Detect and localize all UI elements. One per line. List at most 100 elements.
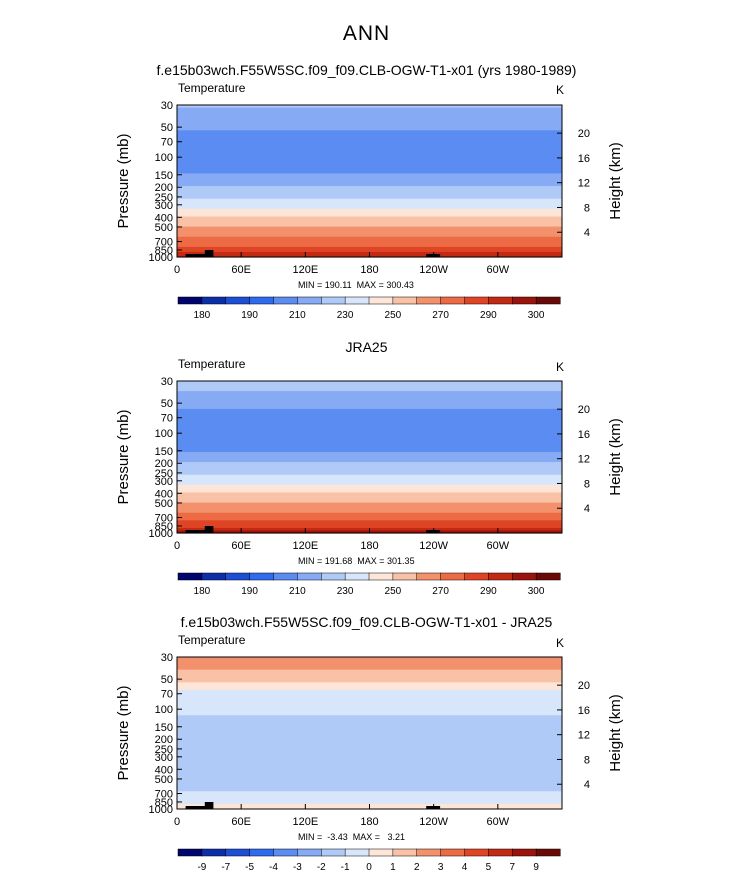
height-tick-label: 4: [584, 227, 590, 239]
pressure-tick-label: 200: [155, 182, 173, 194]
field-band: [177, 117, 562, 121]
field-band: [177, 454, 562, 458]
field-band: [177, 492, 562, 496]
height-tick-label: 20: [578, 404, 590, 416]
longitude-tick-label: 120W: [419, 816, 448, 828]
colorbar-label: -7: [221, 862, 230, 872]
field-band: [177, 206, 562, 210]
longitude-tick-label: 120W: [419, 264, 448, 276]
field-band: [177, 188, 562, 192]
height-axis-label: Height (km): [607, 694, 624, 772]
pressure-tick-label: 500: [155, 774, 173, 786]
field-band: [177, 783, 562, 787]
colorbar-box: [535, 848, 561, 857]
pressure-tick-label: 300: [155, 752, 173, 764]
colorbar-label: 270: [432, 586, 449, 597]
field-band: [177, 484, 562, 488]
field-band: [177, 695, 562, 699]
height-tick-label: 16: [578, 705, 590, 717]
field-band: [177, 482, 562, 486]
colorbar-box: [225, 848, 251, 857]
field-band: [177, 148, 562, 152]
field-band: [177, 459, 562, 463]
field-band: [177, 684, 562, 688]
field-band: [177, 743, 562, 747]
field-band: [177, 398, 562, 402]
height-tick-label: 8: [584, 754, 590, 766]
field-band: [177, 778, 562, 782]
panel-3-minmax: MIN = -3.43 MAX = 3.21: [298, 832, 406, 842]
field-band: [177, 740, 562, 744]
pressure-tick-label: 250: [155, 468, 173, 480]
field-band: [177, 196, 562, 200]
longitude-tick-label: 60E: [231, 816, 251, 828]
field-band: [177, 657, 562, 661]
field-band: [177, 702, 562, 706]
longitude-tick-label: 60E: [231, 540, 251, 552]
colorbar-label: 250: [385, 310, 402, 321]
pressure-tick-label: 700: [155, 789, 173, 801]
pressure-tick-label: 500: [155, 498, 173, 510]
pressure-axis-label: Pressure (mb): [115, 685, 132, 780]
colorbar-label: -4: [269, 862, 278, 872]
pressure-tick-label: 30: [161, 652, 173, 664]
colorbar-box: [177, 848, 203, 857]
field-band: [177, 140, 562, 144]
field-band: [177, 738, 562, 742]
field-band: [177, 403, 562, 407]
field-band: [177, 175, 562, 180]
colorbar-box: [201, 848, 227, 857]
colorbar-label: 210: [289, 586, 306, 597]
panel-1-minmax: MIN = 190.11 MAX = 300.43: [298, 280, 414, 290]
colorbar-box: [535, 296, 561, 305]
field-band: [177, 165, 562, 169]
field-band: [177, 132, 562, 136]
field-band: [177, 183, 562, 187]
field-band: [177, 725, 562, 729]
field-band: [177, 386, 562, 390]
colorbar-label: 210: [289, 310, 306, 321]
colorbar-label: 2: [414, 862, 420, 872]
pressure-tick-label: 70: [161, 689, 173, 701]
field-band: [177, 722, 562, 726]
pressure-tick-label: 200: [155, 458, 173, 470]
pressure-tick-label: 250: [155, 192, 173, 204]
field-band: [177, 786, 562, 790]
field-band: [177, 674, 562, 678]
longitude-tick-label: 120W: [419, 540, 448, 552]
field-band: [177, 700, 562, 704]
height-tick-label: 16: [578, 429, 590, 441]
colorbar-box: [535, 572, 561, 581]
field-band: [177, 733, 562, 737]
pressure-tick-label: 70: [161, 413, 173, 425]
colorbar-box: [440, 848, 466, 857]
pressure-tick-label: 50: [161, 674, 173, 686]
field-band: [177, 219, 562, 223]
colorbar-box: [368, 848, 394, 857]
field-band: [177, 791, 562, 795]
field-band: [177, 758, 562, 762]
field-band: [177, 765, 562, 770]
field-band: [177, 110, 562, 114]
field-band: [177, 406, 562, 410]
panel-2-units-label: K: [556, 360, 565, 374]
field-band: [177, 707, 562, 711]
field-band: [177, 216, 562, 220]
field-band: [177, 401, 562, 405]
field-band: [177, 510, 562, 514]
field-band: [177, 672, 562, 676]
field-band: [177, 796, 562, 800]
field-band: [177, 168, 562, 172]
field-band: [177, 173, 562, 177]
field-band: [177, 170, 562, 174]
colorbar-box: [321, 848, 346, 857]
colorbar-label: 5: [486, 862, 492, 872]
field-band: [177, 383, 562, 387]
field-band: [177, 125, 562, 129]
field-band: [177, 198, 562, 202]
longitude-tick-label: 180: [360, 264, 378, 276]
colorbar-label: 7: [510, 862, 516, 872]
field-band: [177, 107, 562, 111]
panel-3-units-label: K: [556, 636, 565, 650]
field-band: [177, 249, 562, 253]
